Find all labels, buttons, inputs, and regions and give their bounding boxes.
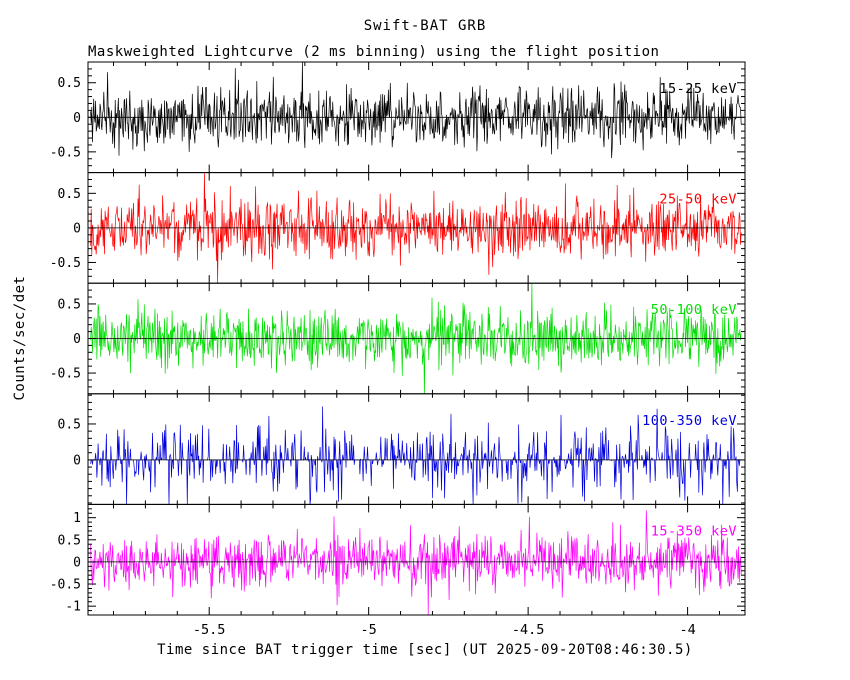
y-tick-label: -0.5 bbox=[50, 367, 81, 382]
panel-frame bbox=[87, 393, 746, 505]
y-tick-label: 0 bbox=[73, 332, 81, 347]
y-tick-label: -0.5 bbox=[50, 578, 81, 593]
y-tick-label: 0.5 bbox=[58, 297, 81, 312]
panel-100-350-kev: 0.5 0 100-350 keV bbox=[58, 393, 746, 505]
x-tick-label: -5 bbox=[361, 622, 377, 638]
y-tick-label: 0 bbox=[73, 221, 81, 236]
x-tick-label: -4.5 bbox=[512, 622, 545, 638]
y-tick-label: -0.5 bbox=[50, 256, 81, 271]
x-tick-label: -5.5 bbox=[193, 622, 226, 638]
series-15-25-kev bbox=[90, 61, 742, 159]
energy-label-15-350-kev: 15-350 keV bbox=[651, 523, 737, 539]
y-tick-label: -0.5 bbox=[50, 145, 81, 160]
y-tick-label: 0 bbox=[73, 453, 81, 468]
energy-label-15-25-kev: 15-25 keV bbox=[659, 81, 737, 97]
panel-50-100-kev: 0.5 0 -0.5 50-100 keV bbox=[50, 282, 746, 395]
energy-label-50-100-kev: 50-100 keV bbox=[651, 302, 737, 318]
series-15-350-kev bbox=[90, 510, 742, 616]
y-tick-label: -1 bbox=[65, 600, 81, 615]
energy-label-25-50-kev: 25-50 keV bbox=[659, 192, 737, 208]
y-tick-label: 0.5 bbox=[58, 533, 81, 548]
chart-subtitle: Maskweighted Lightcurve (2 ms binning) u… bbox=[88, 44, 660, 60]
panel-15-350-kev: 1 0.5 0 -0.5 -1 15-350 keV bbox=[50, 503, 746, 616]
y-tick-label: 0.5 bbox=[58, 417, 81, 432]
x-tick-label: -4 bbox=[679, 622, 695, 638]
energy-label-100-350-kev: 100-350 keV bbox=[642, 413, 737, 429]
series-25-50-kev bbox=[90, 172, 742, 284]
panel-15-25-kev: 0.5 0 -0.5 15-25 keV bbox=[50, 61, 746, 174]
y-tick-label: 0 bbox=[73, 555, 81, 570]
y-tick-label: 0.5 bbox=[58, 76, 81, 91]
x-axis-label: Time since BAT trigger time [sec] (UT 20… bbox=[157, 642, 693, 658]
y-tick-label: 0.5 bbox=[58, 187, 81, 202]
panel-frame bbox=[87, 503, 746, 616]
panel-25-50-kev: 0.5 0 -0.5 25-50 keV bbox=[50, 172, 746, 284]
y-tick-label: 1 bbox=[73, 511, 81, 526]
y-tick-label: 0 bbox=[73, 111, 81, 126]
chart-title: Swift-BAT GRB bbox=[363, 18, 487, 34]
